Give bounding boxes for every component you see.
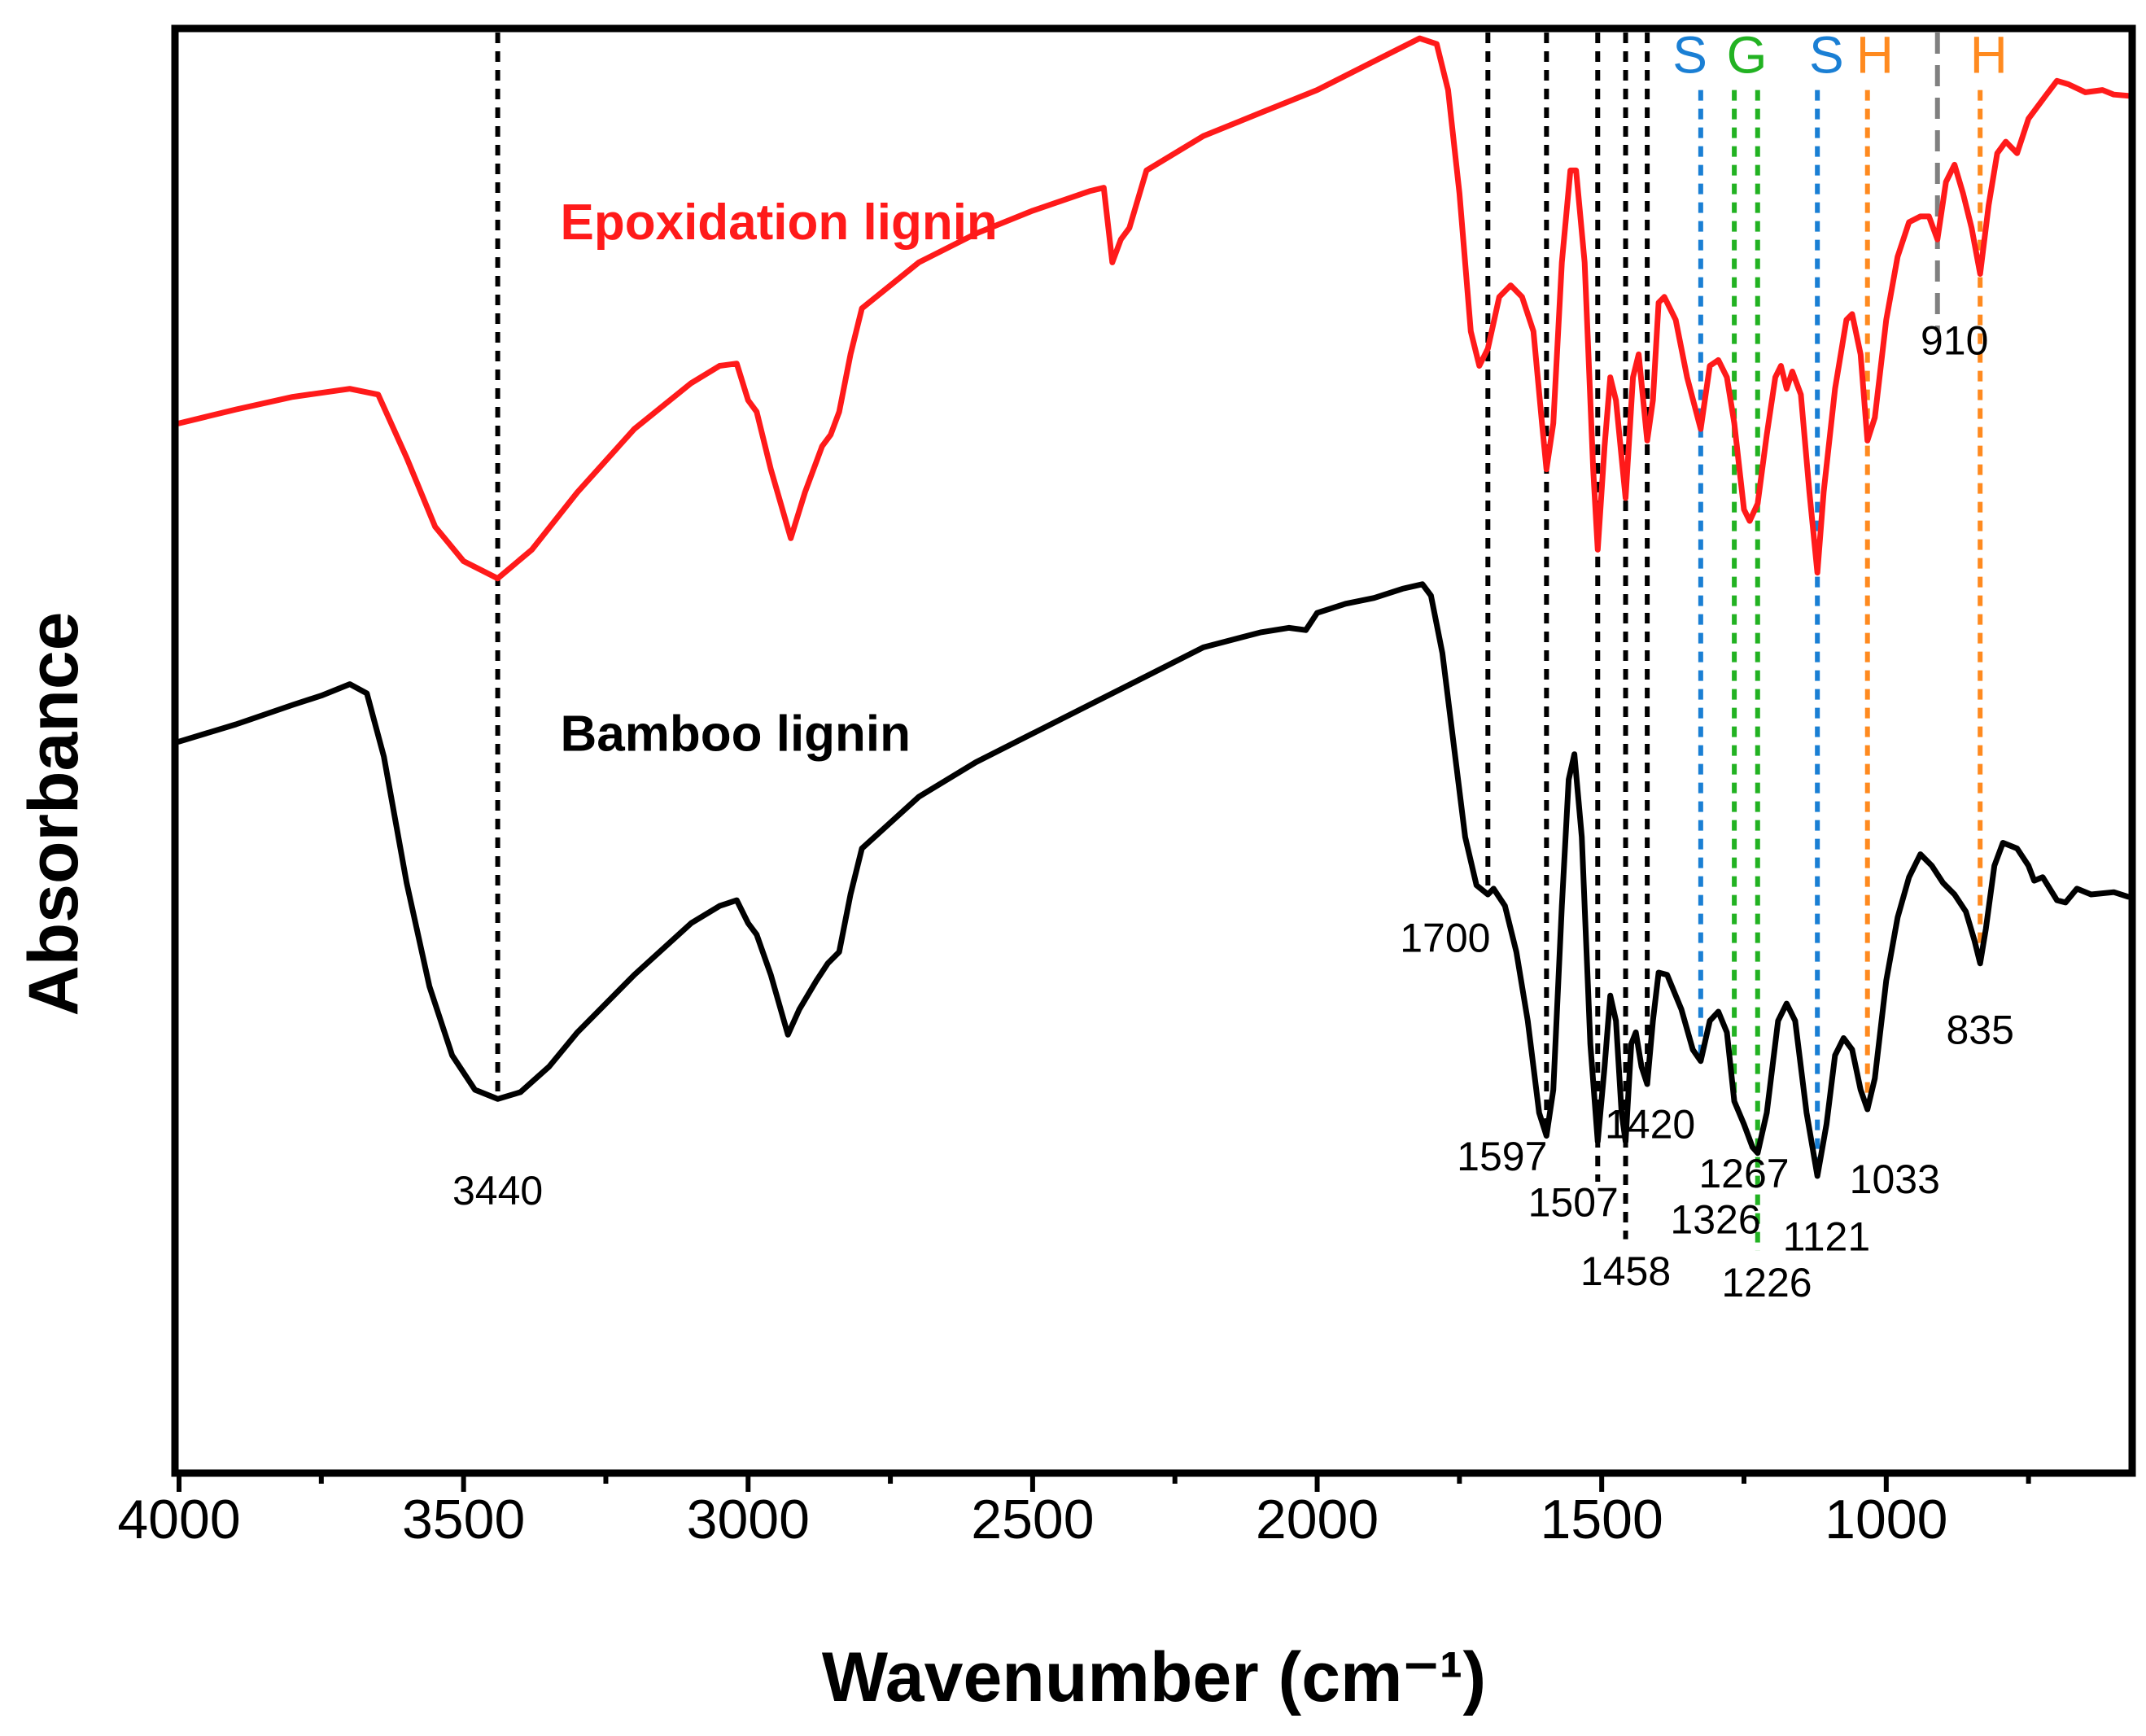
series-line-epoxidation-lignin (176, 35, 2131, 582)
unit-label-h-4: H (1970, 25, 2008, 84)
x-tick-label-3500: 3500 (402, 1489, 525, 1550)
series-line-bamboo-lignin (176, 581, 2131, 1179)
x-tick-label-2000: 2000 (1256, 1489, 1379, 1550)
peak-label-1420: 1420 (1605, 1101, 1695, 1147)
x-tick-label-4000: 4000 (117, 1489, 240, 1550)
x-axis-title: Wavenumber (cm⁻¹) (822, 1638, 1486, 1716)
x-tick-label-3000: 3000 (687, 1489, 810, 1550)
peak-label-1121: 1121 (1783, 1214, 1871, 1260)
y-axis-title: Absorbance (15, 611, 93, 1016)
unit-label-h-3: H (1856, 25, 1894, 84)
band-guides (495, 33, 1983, 1251)
peak-label-910: 910 (1921, 317, 1988, 363)
peak-label-1326: 1326 (1670, 1197, 1760, 1243)
x-axis-ticks: 4000 3500 3000 2500 2000 1500 1000 (117, 1471, 2031, 1550)
unit-label-g-1: G (1727, 25, 1768, 84)
series-label-epoxidation-lignin: Epoxidation lignin (561, 195, 998, 251)
peak-label-835: 835 (1946, 1008, 2013, 1053)
x-tick-label-2500: 2500 (971, 1489, 1094, 1550)
peak-label-1226: 1226 (1721, 1260, 1812, 1305)
x-tick-label-1000: 1000 (1825, 1489, 1947, 1550)
peak-label-1033: 1033 (1850, 1157, 1940, 1202)
peak-label-1700: 1700 (1400, 916, 1490, 961)
unit-label-s-2: S (1809, 25, 1844, 84)
series-label-bamboo-lignin: Bamboo lignin (561, 706, 911, 763)
peak-label-1597: 1597 (1457, 1134, 1547, 1179)
plot-frame (171, 24, 2136, 1477)
peak-label-3440: 3440 (452, 1168, 543, 1213)
x-tick-label-1500: 1500 (1541, 1489, 1663, 1550)
unit-label-s-0: S (1672, 25, 1707, 84)
spectra (176, 35, 2131, 1179)
peak-label-1458: 1458 (1580, 1248, 1671, 1294)
peak-label-1507: 1507 (1528, 1179, 1619, 1225)
peak-label-1267: 1267 (1698, 1151, 1789, 1196)
